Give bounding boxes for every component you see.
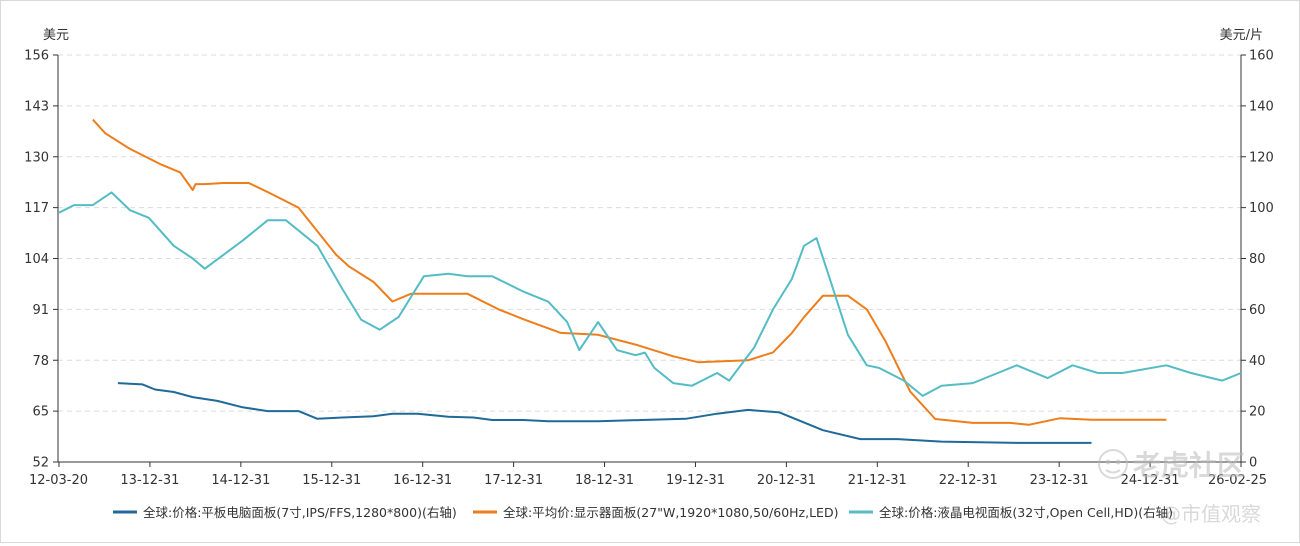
x-axis-tick-label: 21-12-31	[848, 473, 907, 488]
left-axis-tick-label: 52	[32, 456, 49, 471]
tiger-watermark-text: 老虎社区	[1133, 449, 1245, 482]
right-axis-tick-labels: 0 20 40 60 80 100 120 140 160	[1241, 49, 1274, 471]
right-axis-tick-label: 160	[1249, 49, 1274, 64]
x-axis-tick-label: 19-12-31	[666, 473, 725, 488]
right-axis-tick-label: 40	[1249, 354, 1266, 369]
right-axis-tick-label: 140	[1249, 99, 1274, 114]
left-axis-tick-label: 130	[24, 150, 49, 165]
left-axis-tick-label: 65	[32, 405, 49, 420]
legend: 全球:价格:平板电脑面板(7寸,IPS/FFS,1280*800)(右轴) 全球:…	[113, 505, 1173, 520]
x-axis-tick-label: 17-12-31	[484, 473, 543, 488]
series-line-1	[117, 382, 1092, 444]
x-axis-tick-label: 24-12-31	[1121, 473, 1180, 488]
x-axis-tick-label: 12-03-20	[29, 473, 88, 488]
left-axis-tick-label: 143	[24, 99, 49, 114]
tiger-community-logo-icon	[1098, 449, 1128, 479]
x-axis-tick-label: 15-12-31	[302, 473, 361, 488]
xueqiu-watermark-text: @市值观察	[1161, 502, 1261, 526]
series-lines	[58, 118, 1242, 444]
x-axis-tick-labels: 12-03-20 13-12-31 14-12-31 15-12-31 16-12-31…	[29, 462, 1267, 488]
legend-label-3: 全球:价格:液晶电视面板(32寸,Open Cell,HD)(右轴)	[879, 505, 1173, 520]
x-axis-tick-label: 16-12-31	[393, 473, 452, 488]
legend-label-2: 全球:平均价:显示器面板(27"W,1920*1080,50/60Hz,LED)	[503, 505, 838, 520]
x-axis-tick-label: 13-12-31	[120, 473, 179, 488]
right-axis-unit: 美元/片	[1220, 28, 1263, 43]
x-axis-tick-label: 22-12-31	[939, 473, 998, 488]
axes	[57, 55, 1242, 463]
watermark: 老虎社区 @市值观察	[1098, 449, 1261, 526]
left-axis-tick-label: 104	[24, 252, 49, 267]
x-axis-tick-label: 20-12-31	[757, 473, 816, 488]
right-axis-tick-label: 120	[1249, 150, 1274, 165]
right-axis-tick-label: 100	[1249, 201, 1274, 216]
left-axis-tick-label: 117	[24, 201, 49, 216]
right-axis-tick-label: 0	[1249, 456, 1257, 471]
x-axis-tick-label: 23-12-31	[1030, 473, 1089, 488]
x-axis-tick-label: 14-12-31	[211, 473, 270, 488]
left-axis-tick-label: 91	[32, 303, 49, 318]
legend-label-1: 全球:价格:平板电脑面板(7寸,IPS/FFS,1280*800)(右轴)	[143, 505, 457, 520]
left-axis-unit: 美元	[43, 28, 69, 43]
left-axis-tick-labels: 52 65 78 91 104 117 130 143 156	[24, 49, 58, 471]
right-axis-tick-label: 60	[1249, 303, 1266, 318]
x-axis-tick-label: 18-12-31	[575, 473, 634, 488]
x-axis-tick-label: 26-02-25	[1208, 473, 1267, 488]
series-line-3	[58, 191, 1242, 397]
series-line-2	[92, 118, 1167, 426]
right-axis-tick-label: 80	[1249, 252, 1266, 267]
left-axis-tick-label: 156	[24, 49, 49, 64]
grid-lines	[58, 54, 1241, 412]
right-axis-tick-label: 20	[1249, 405, 1266, 420]
left-axis-tick-label: 78	[32, 354, 49, 369]
